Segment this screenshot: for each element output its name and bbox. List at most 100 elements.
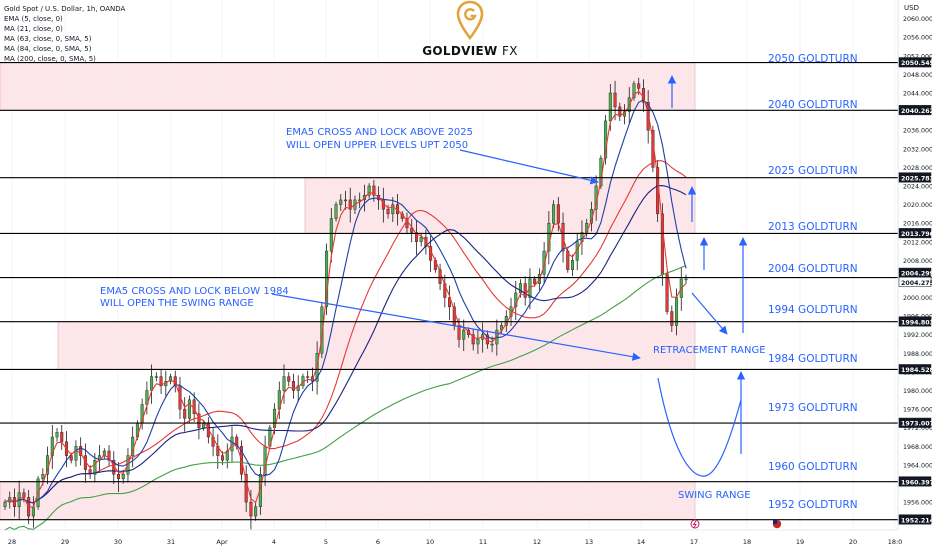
logo-brand: GOLDVIEW: [422, 44, 498, 58]
down-arrow-retracement: [691, 292, 728, 335]
lower-annotation-line2: WILL OPEN THE SWING RANGE: [100, 298, 254, 309]
candle-body: [93, 460, 97, 475]
logo-text: GOLDVIEW FX: [420, 44, 520, 58]
candle: [391, 197, 395, 223]
ma200-line: [4, 264, 687, 531]
candle-body: [154, 376, 158, 378]
y-tick-label: 1956.000: [903, 500, 932, 507]
ma63-line: [4, 160, 687, 504]
goldturn-label: 1994 GOLDTURN: [768, 304, 858, 316]
candle-body: [367, 185, 371, 196]
y-tick-label: 2028.000: [903, 165, 932, 172]
legend-ma200: MA (200, close, 0, SMA, 5): [4, 55, 96, 63]
upper-annotation-line2: WILL OPEN UPPER LEVELS UPT 2050: [286, 140, 468, 151]
pink-zone: [57, 321, 696, 370]
price-tag-bg: [898, 417, 932, 428]
price-tag-bg: [898, 476, 932, 487]
candle: [552, 200, 556, 228]
price-tag: 2004.275: [901, 280, 932, 287]
candle-body: [632, 83, 636, 98]
x-tick-label: 18:0: [888, 538, 903, 546]
x-tick-label: 11: [479, 538, 487, 546]
candle: [419, 232, 423, 247]
candle-body: [121, 474, 125, 480]
x-tick-label: 12: [533, 538, 541, 546]
candle-body: [3, 501, 7, 507]
candle-body: [69, 455, 73, 461]
candle-body: [291, 381, 295, 391]
price-tag-bg: [898, 316, 932, 327]
candle-body: [55, 432, 59, 438]
candle: [282, 364, 286, 404]
goldturn-label: 2013 GOLDTURN: [768, 221, 858, 233]
y-tick-label: 2000.000: [903, 295, 932, 302]
x-tick-label: 18: [743, 538, 751, 546]
price-tag: 2013.796: [901, 231, 932, 238]
y-tick-label: 2008.000: [903, 258, 932, 265]
candle: [187, 395, 191, 424]
candle-body: [173, 376, 177, 387]
ema5-line: [4, 90, 687, 508]
logo-suffix: FX: [502, 44, 518, 58]
candle-body: [490, 343, 494, 346]
candle: [173, 370, 177, 393]
x-tick-label: 13: [585, 538, 593, 546]
candle-body: [471, 334, 475, 345]
y-tick-label: 2020.000: [903, 202, 932, 209]
x-tick-label: 10: [426, 538, 434, 546]
candle: [159, 369, 163, 395]
price-tag-bg: [898, 172, 932, 183]
candle: [632, 80, 636, 101]
candle-body: [457, 325, 461, 340]
candle-body: [306, 376, 310, 378]
candle-body: [618, 106, 622, 117]
y-tick-label: 1968.000: [903, 444, 932, 451]
price-tag: 2004.299: [901, 271, 932, 278]
candle: [169, 373, 173, 385]
candle-body: [613, 92, 617, 108]
candle: [3, 499, 7, 510]
y-tick-label: 2012.000: [903, 239, 932, 246]
price-tag: 1973.007: [901, 421, 932, 428]
legend-ma84: MA (84, close, 0, SMA, 5): [4, 45, 92, 53]
candle-body: [74, 446, 78, 461]
candle: [613, 80, 617, 121]
price-tag: 2040.262: [901, 108, 932, 115]
candle-body: [169, 376, 173, 382]
candle: [50, 424, 54, 469]
candle-body: [670, 311, 674, 326]
price-tag: 1984.528: [901, 367, 932, 374]
chart-legend: Gold Spot / U.S. Dollar, 1h, OANDA EMA (…: [4, 4, 125, 64]
candle: [287, 372, 291, 387]
price-tag-bg: [898, 364, 932, 375]
candle: [258, 466, 262, 515]
candle-body: [244, 474, 248, 503]
price-tag: 2050.545: [901, 60, 932, 67]
candle-body: [249, 501, 253, 517]
pink-zone: [0, 481, 696, 521]
upper-callout-arrow: [459, 149, 599, 185]
candle-body: [107, 450, 111, 461]
y-tick-label: 1964.000: [903, 462, 932, 469]
candle: [343, 190, 348, 210]
candle-body: [684, 278, 688, 281]
candle: [570, 254, 575, 277]
candle-body: [287, 376, 291, 382]
pink-zone: [0, 62, 696, 111]
candle: [79, 437, 83, 466]
goldturn-label: 1952 GOLDTURN: [768, 499, 858, 511]
x-tick-label: 4: [272, 538, 276, 546]
us-flag-canton: [773, 520, 777, 524]
candle-body: [41, 474, 45, 480]
candle-body: [343, 199, 348, 202]
candle-body: [542, 250, 546, 275]
swing-label: SWING RANGE: [678, 490, 751, 501]
candle-body: [566, 250, 570, 270]
x-tick-label: 28: [8, 538, 16, 546]
candle: [116, 462, 121, 493]
candle-body: [665, 274, 669, 312]
candle-body: [116, 474, 121, 480]
candle-body: [50, 436, 54, 456]
candle: [462, 319, 466, 351]
